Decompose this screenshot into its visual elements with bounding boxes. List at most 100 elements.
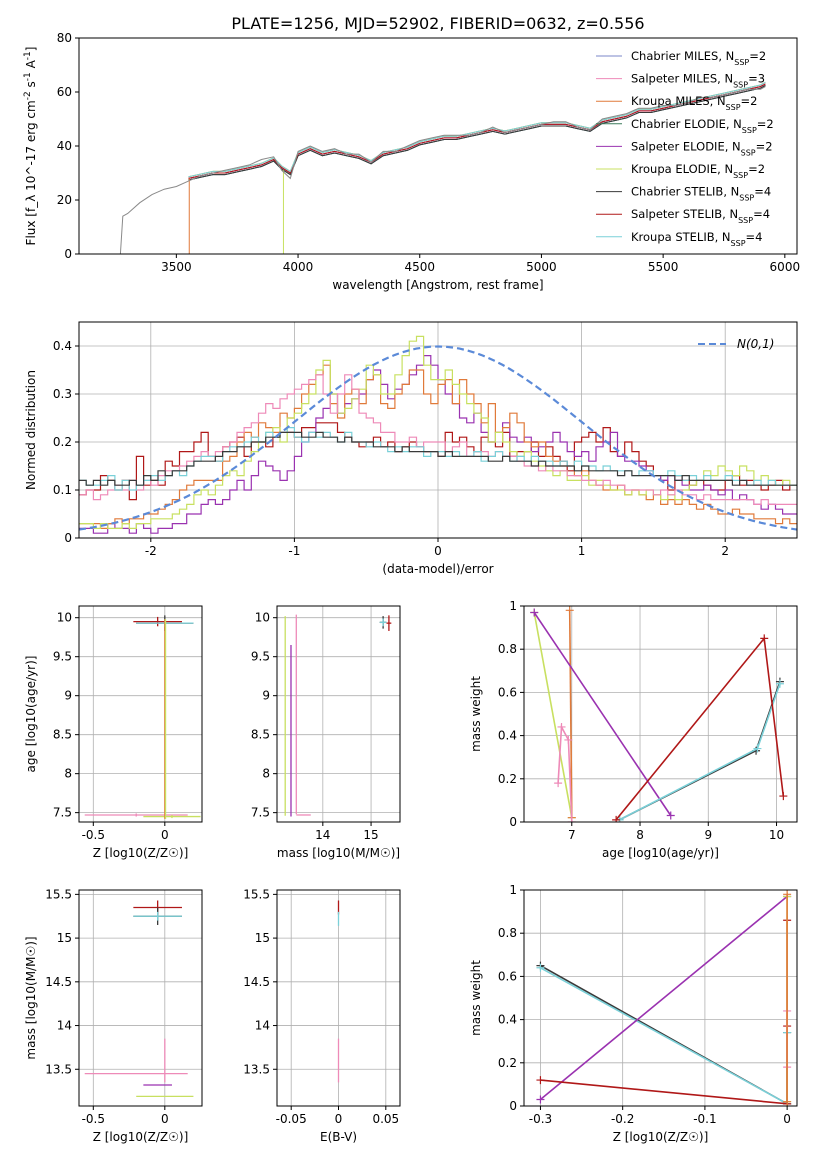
panel-z-vs-mass: -0.5 0 13.5 14 14.5 15 15.5 Z [log10(Z/Z☉)] mass… [24,887,203,1144]
x-tick-label: 4000 [283,260,314,274]
y-tick-label: 1 [509,883,517,897]
legend-label: Salpeter STELIB, NSSP=4 [631,207,770,225]
axes-frame [523,605,798,823]
y-tick-label: 15 [255,931,270,945]
y-tick-label: 0 [509,1099,517,1113]
y-tick-label: 8.5 [53,728,72,742]
plus-marker [536,963,545,972]
plus-marker [564,735,573,744]
plus-marker [530,608,539,617]
y-axis-label: mass weight [469,676,483,752]
x-axis-label: Z [log10(Z/Z☉)] [93,846,189,860]
legend-label: Salpeter ELODIE, NSSP=2 [631,139,773,157]
legend-label: Kroupa MILES, NSSP=2 [631,94,757,112]
y-tick-label: 15.5 [243,887,270,901]
y-axis-label: Flux [f_λ 10^-17 erg cm-2 s-1 A-1] [23,47,38,246]
y-axis-label: age [log10(age/yr)] [24,656,38,773]
y-tick-label: 9 [64,689,72,703]
panel-residuals: -2 -1 0 1 2 0 0.1 0.2 0.3 0.4 (data-model)/error No… [24,321,798,576]
y-tick-label: 15 [57,931,72,945]
y-tick-label: 15.5 [45,887,72,901]
plot-area [119,81,766,254]
x-tick-label: 10 [769,828,784,842]
y-tick-label: 0.4 [498,729,517,743]
plus-marker [779,792,788,801]
x-tick-label: 0 [434,544,442,558]
legend-label: Kroupa ELODIE, NSSP=2 [631,162,765,180]
x-axis-label: mass [log10(M/M☉)] [277,846,400,860]
y-tick-label: 13.5 [45,1062,72,1076]
weight-line [568,610,573,818]
legend-label: Chabrier STELIB, NSSP=4 [631,185,771,203]
x-tick-label: -0.05 [276,1112,307,1126]
x-tick-label: 1 [578,544,586,558]
x-axis-label: (data-model)/error [382,562,493,576]
axes-frame [78,321,798,539]
x-tick-label: 2 [721,544,729,558]
y-tick-label: 1 [509,599,517,613]
weight-line [533,612,573,818]
plus-marker [557,722,566,731]
plus-marker [554,779,563,788]
y-tick-label: 0.2 [498,772,517,786]
y-tick-label: 14.5 [243,975,270,989]
gaussian-reference-curve [79,345,797,531]
y-tick-label: 20 [57,193,72,207]
x-axis-label: E(B-V) [320,1130,357,1144]
panel-z-vs-age: -0.5 0 7.5 8 8.5 9 9.5 10 Z [log10(Z/Z☉)] age [lo… [24,605,203,860]
y-tick-label: 9.5 [251,650,270,664]
x-axis-label: Z [log10(Z/Z☉)] [613,1130,709,1144]
axes-frame [523,889,798,1107]
y-tick-label: 14 [255,1019,270,1033]
y-tick-label: 0.2 [53,435,72,449]
axes-frame [276,605,401,823]
y-tick-label: 14.5 [45,975,72,989]
y-tick-label: 10 [255,611,270,625]
x-axis-label: Z [log10(Z/Z☉)] [93,1130,189,1144]
y-tick-label: 10 [57,611,72,625]
y-axis-label: mass weight [469,960,483,1036]
panel-mass-vs-age: 14 15 7.5 8 8.5 9 9.5 10 mass [log10(M/M☉)] [251,605,401,860]
y-tick-label: 60 [57,85,72,99]
y-tick-label: 0.8 [498,926,517,940]
panel-spectrum: 3500 4000 4500 5000 5500 6000 0 20 40 60 80 wavelen… [23,31,800,292]
x-tick-label: 5500 [648,260,679,274]
y-tick-label: 0.6 [498,969,517,983]
x-tick-label: -2 [145,544,157,558]
plus-marker [536,1095,545,1104]
x-tick-label: -0.1 [693,1112,716,1126]
x-tick-label: 14 [315,828,330,842]
y-tick-label: 40 [57,139,72,153]
plot-area [530,606,788,822]
plus-marker [536,1076,545,1085]
residual-histogram-step [79,374,797,505]
x-tick-label: 9 [704,828,712,842]
x-tick-label: -0.3 [529,1112,552,1126]
y-tick-label: 0 [64,247,72,261]
legend-label: Chabrier ELODIE, NSSP=2 [631,117,774,135]
y-tick-label: 8 [262,767,270,781]
plus-marker [612,815,621,822]
x-tick-label: 0.05 [372,1112,399,1126]
legend-label: Salpeter MILES, NSSP=3 [631,72,765,90]
plus-marker [775,679,784,688]
plot-area [284,614,392,817]
panel-weight-vs-z: -0.3 -0.2 -0.1 0 0 0.2 0.4 0.6 0.8 1 Z [log10(Z/Z☉… [469,883,798,1144]
y-tick-label: 0 [509,815,517,829]
x-tick-label: -1 [288,544,300,558]
y-tick-label: 0.4 [498,1013,517,1027]
y-tick-label: 80 [57,31,72,45]
panel-ebv-vs-mass: -0.05 0 0.05 13.5 14 14.5 15 15.5 E(B-V) [243,887,401,1144]
residual-histogram-step [79,431,797,486]
y-tick-label: 8 [64,767,72,781]
plot-area [84,900,194,1098]
x-tick-label: 0 [161,828,169,842]
legend-label: Chabrier MILES, NSSP=2 [631,49,766,67]
y-tick-label: 0.1 [53,483,72,497]
x-tick-label: 5000 [526,260,557,274]
x-tick-label: -0.5 [82,1112,105,1126]
y-tick-label: 0 [64,531,72,545]
plot-area [84,615,201,819]
x-tick-label: 6000 [770,260,801,274]
